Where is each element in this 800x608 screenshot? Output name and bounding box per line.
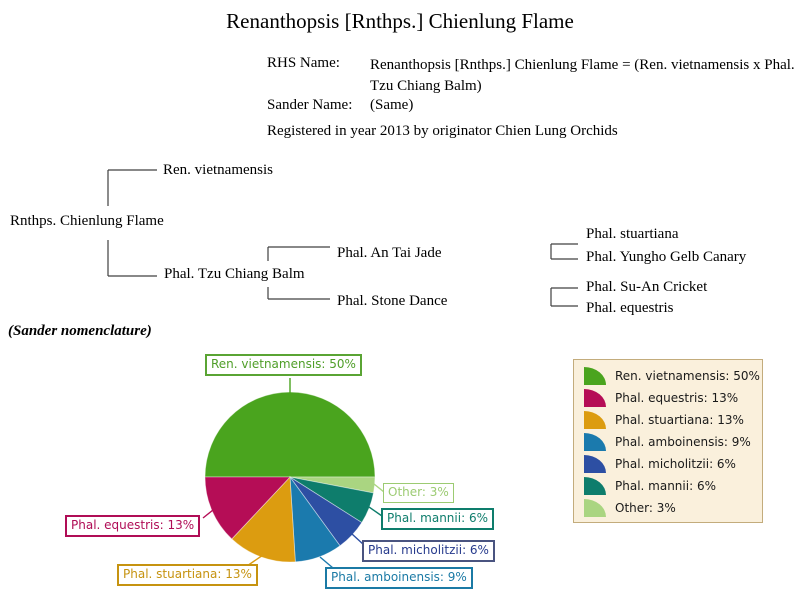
- pie-slice-phal-amboinensis: [289, 475, 341, 563]
- legend-swatch-icon: [584, 433, 606, 451]
- legend-swatch-icon: [584, 499, 606, 517]
- pie-callout-micholitzii: Phal. micholitzii: 6%: [362, 540, 495, 562]
- pie-callout-other: Other: 3%: [383, 483, 454, 503]
- pie-slice-phal-micholitzii: [289, 476, 363, 547]
- tree-node-ggparent-2: Phal. Yungho Gelb Canary: [586, 249, 747, 265]
- legend-swatch-icon: [584, 477, 606, 495]
- pie-slice-phal-equestris: [204, 476, 291, 540]
- pie-callout-amboinensis: Phal. amboinensis: 9%: [325, 567, 473, 589]
- tree-node-parent-1: Ren. vietnamensis: [163, 162, 273, 178]
- legend-label: Phal. micholitzii: 6%: [615, 457, 736, 471]
- legend-item: Phal. amboinensis: 9%: [584, 431, 752, 453]
- legend-swatch-icon: [584, 367, 606, 385]
- legend-item: Phal. stuartiana: 13%: [584, 409, 752, 431]
- legend-item: Other: 3%: [584, 497, 752, 519]
- tree-connector-lines: [107, 169, 578, 307]
- legend-swatch-icon: [584, 455, 606, 473]
- tree-node-grandparent-1: Phal. An Tai Jade: [337, 245, 442, 261]
- rhs-name-label: RHS Name:: [267, 55, 340, 71]
- legend-item: Ren. vietnamensis: 50%: [584, 365, 760, 387]
- pie-callout-vietnamensis: Ren. vietnamensis: 50%: [205, 354, 362, 376]
- nomenclature-note: (Sander nomenclature): [8, 323, 152, 339]
- pie-slice-phal-stuartiana: [231, 476, 296, 563]
- pie-callout-equestris: Phal. equestris: 13%: [65, 515, 201, 537]
- tree-node-subject: Rnthps. Chienlung Flame: [10, 213, 164, 229]
- tree-node-ggparent-1: Phal. stuartiana: [586, 226, 679, 242]
- pie-slice-phal-mannii: [289, 476, 374, 524]
- pie-leader-lines: [202, 378, 385, 569]
- pie-chart: [204, 391, 376, 563]
- tree-node-ggparent-4: Phal. equestris: [586, 300, 674, 316]
- legend-label: Phal. amboinensis: 9%: [615, 435, 751, 449]
- legend-item: Phal. equestris: 13%: [584, 387, 752, 409]
- pie-slice-other: [289, 476, 376, 494]
- tree-node-grandparent-2: Phal. Stone Dance: [337, 293, 448, 309]
- pie-callout-stuartiana: Phal. stuartiana: 13%: [117, 564, 258, 586]
- tree-node-ggparent-3: Phal. Su-An Cricket: [586, 279, 708, 295]
- rhs-name-value: Renanthopsis [Rnthps.] Chienlung Flame =…: [370, 57, 795, 94]
- legend-label: Phal. stuartiana: 13%: [615, 413, 744, 427]
- legend-label: Phal. mannii: 6%: [615, 479, 716, 493]
- pie-slice-ren-vietnamensis: [204, 391, 376, 478]
- pie-legend: Ren. vietnamensis: 50% Phal. equestris: …: [573, 359, 763, 523]
- page-title: Renanthopsis [Rnthps.] Chienlung Flame: [226, 9, 574, 33]
- tree-node-parent-2: Phal. Tzu Chiang Balm: [164, 266, 305, 282]
- sander-name-value: (Same): [370, 97, 414, 113]
- legend-item: Phal. micholitzii: 6%: [584, 453, 752, 475]
- legend-item: Phal. mannii: 6%: [584, 475, 752, 497]
- legend-label: Phal. equestris: 13%: [615, 391, 739, 405]
- legend-swatch-icon: [584, 411, 606, 429]
- pie-callout-mannii: Phal. mannii: 6%: [381, 508, 494, 530]
- legend-swatch-icon: [584, 389, 606, 407]
- legend-label: Other: 3%: [615, 501, 676, 515]
- sander-name-label: Sander Name:: [267, 97, 353, 113]
- registered-line: Registered in year 2013 by originator Ch…: [267, 123, 618, 139]
- legend-label: Ren. vietnamensis: 50%: [615, 369, 760, 383]
